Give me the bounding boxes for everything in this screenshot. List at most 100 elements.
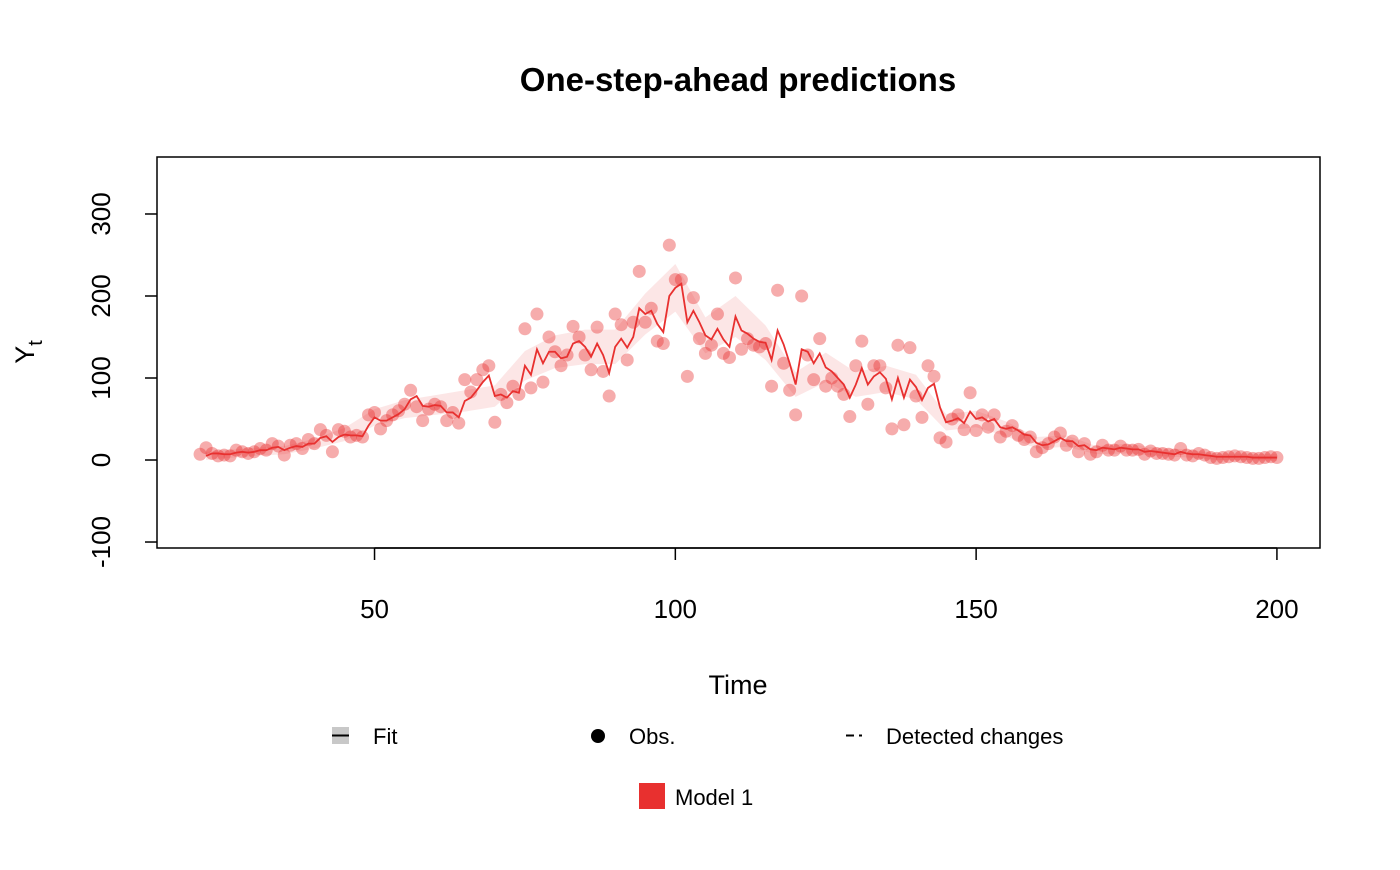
observation (1150, 446, 1164, 460)
fit-line (205, 282, 1277, 459)
observation (819, 379, 833, 393)
observation (452, 416, 466, 430)
observation (1053, 426, 1067, 440)
observation (885, 422, 899, 436)
legend-label: Obs. (629, 724, 675, 749)
observation (620, 353, 634, 367)
observation (915, 410, 929, 424)
observation (993, 430, 1007, 444)
x-tick-label: 200 (1255, 594, 1298, 624)
observation (392, 404, 406, 418)
observation (476, 363, 490, 377)
y-tick-label: 200 (86, 274, 116, 317)
observation (716, 346, 730, 360)
y-axis-label: Yt (10, 340, 47, 364)
observation (331, 423, 345, 437)
observation (488, 415, 502, 429)
observation (1120, 443, 1134, 457)
observation (921, 359, 935, 373)
observation (410, 400, 424, 414)
observation (518, 322, 532, 336)
observation (524, 381, 538, 395)
observation (692, 332, 706, 346)
observation (1186, 449, 1200, 463)
observation (362, 408, 376, 422)
observation (1101, 443, 1115, 457)
observation (470, 373, 484, 387)
observation (897, 418, 911, 432)
observation (1029, 445, 1043, 459)
observation (807, 373, 821, 387)
y-axis-label-sub: t (25, 340, 47, 346)
observation (1071, 445, 1085, 459)
chart-title: One-step-ahead predictions (520, 61, 956, 98)
observation (530, 307, 544, 321)
observation (674, 273, 688, 287)
observation (584, 363, 598, 377)
observation (957, 423, 971, 437)
observation (656, 337, 670, 351)
observation (753, 340, 767, 354)
observation (458, 373, 472, 387)
legend-model-swatch (639, 783, 665, 809)
observation (416, 414, 430, 428)
observation (614, 318, 628, 332)
observation (398, 397, 412, 411)
observation (867, 359, 881, 373)
observation (861, 397, 875, 411)
observation (747, 338, 761, 352)
observation (343, 430, 357, 444)
observation (325, 445, 339, 459)
observation (843, 410, 857, 424)
observation (903, 341, 917, 355)
legend-obs-marker (591, 729, 605, 743)
observation (596, 364, 610, 378)
observation (813, 332, 827, 346)
x-tick-label: 150 (954, 594, 997, 624)
x-axis-label: Time (709, 670, 768, 700)
observation (704, 338, 718, 352)
observation (831, 379, 845, 393)
observation (981, 420, 995, 434)
y-tick-label: 100 (86, 356, 116, 399)
observation (662, 238, 676, 252)
observation (1083, 447, 1097, 461)
observation (668, 273, 682, 287)
observation (500, 396, 514, 410)
observation (542, 330, 556, 344)
observation (506, 379, 520, 393)
observation (602, 389, 616, 403)
y-axis-label-main: Y (10, 346, 40, 364)
legend: Fit Obs. Detected changes Model 1 (332, 724, 1063, 810)
fit-band (206, 264, 1277, 461)
observation (193, 447, 207, 461)
observation (698, 346, 712, 360)
observation (313, 423, 327, 437)
legend-label: Model 1 (675, 785, 753, 810)
observation (710, 307, 724, 321)
observation (1017, 433, 1031, 447)
observation (728, 271, 742, 285)
observation (873, 359, 887, 373)
observation (199, 441, 213, 455)
observation (855, 334, 869, 348)
observation (951, 408, 965, 422)
observation (650, 334, 664, 348)
observation (1204, 451, 1218, 465)
observation (368, 405, 382, 419)
observation (572, 330, 586, 344)
observation (632, 264, 646, 278)
plot-area (193, 238, 1284, 465)
observation (686, 291, 700, 305)
x-tick-label: 100 (654, 594, 697, 624)
observation (933, 431, 947, 445)
observation (374, 422, 388, 436)
x-tick-label: 50 (360, 594, 389, 624)
y-tick-label: 300 (86, 192, 116, 235)
observation (963, 386, 977, 400)
observation (277, 448, 291, 462)
observation (795, 289, 809, 303)
observation (722, 351, 736, 365)
y-tick-label: -100 (86, 516, 116, 568)
